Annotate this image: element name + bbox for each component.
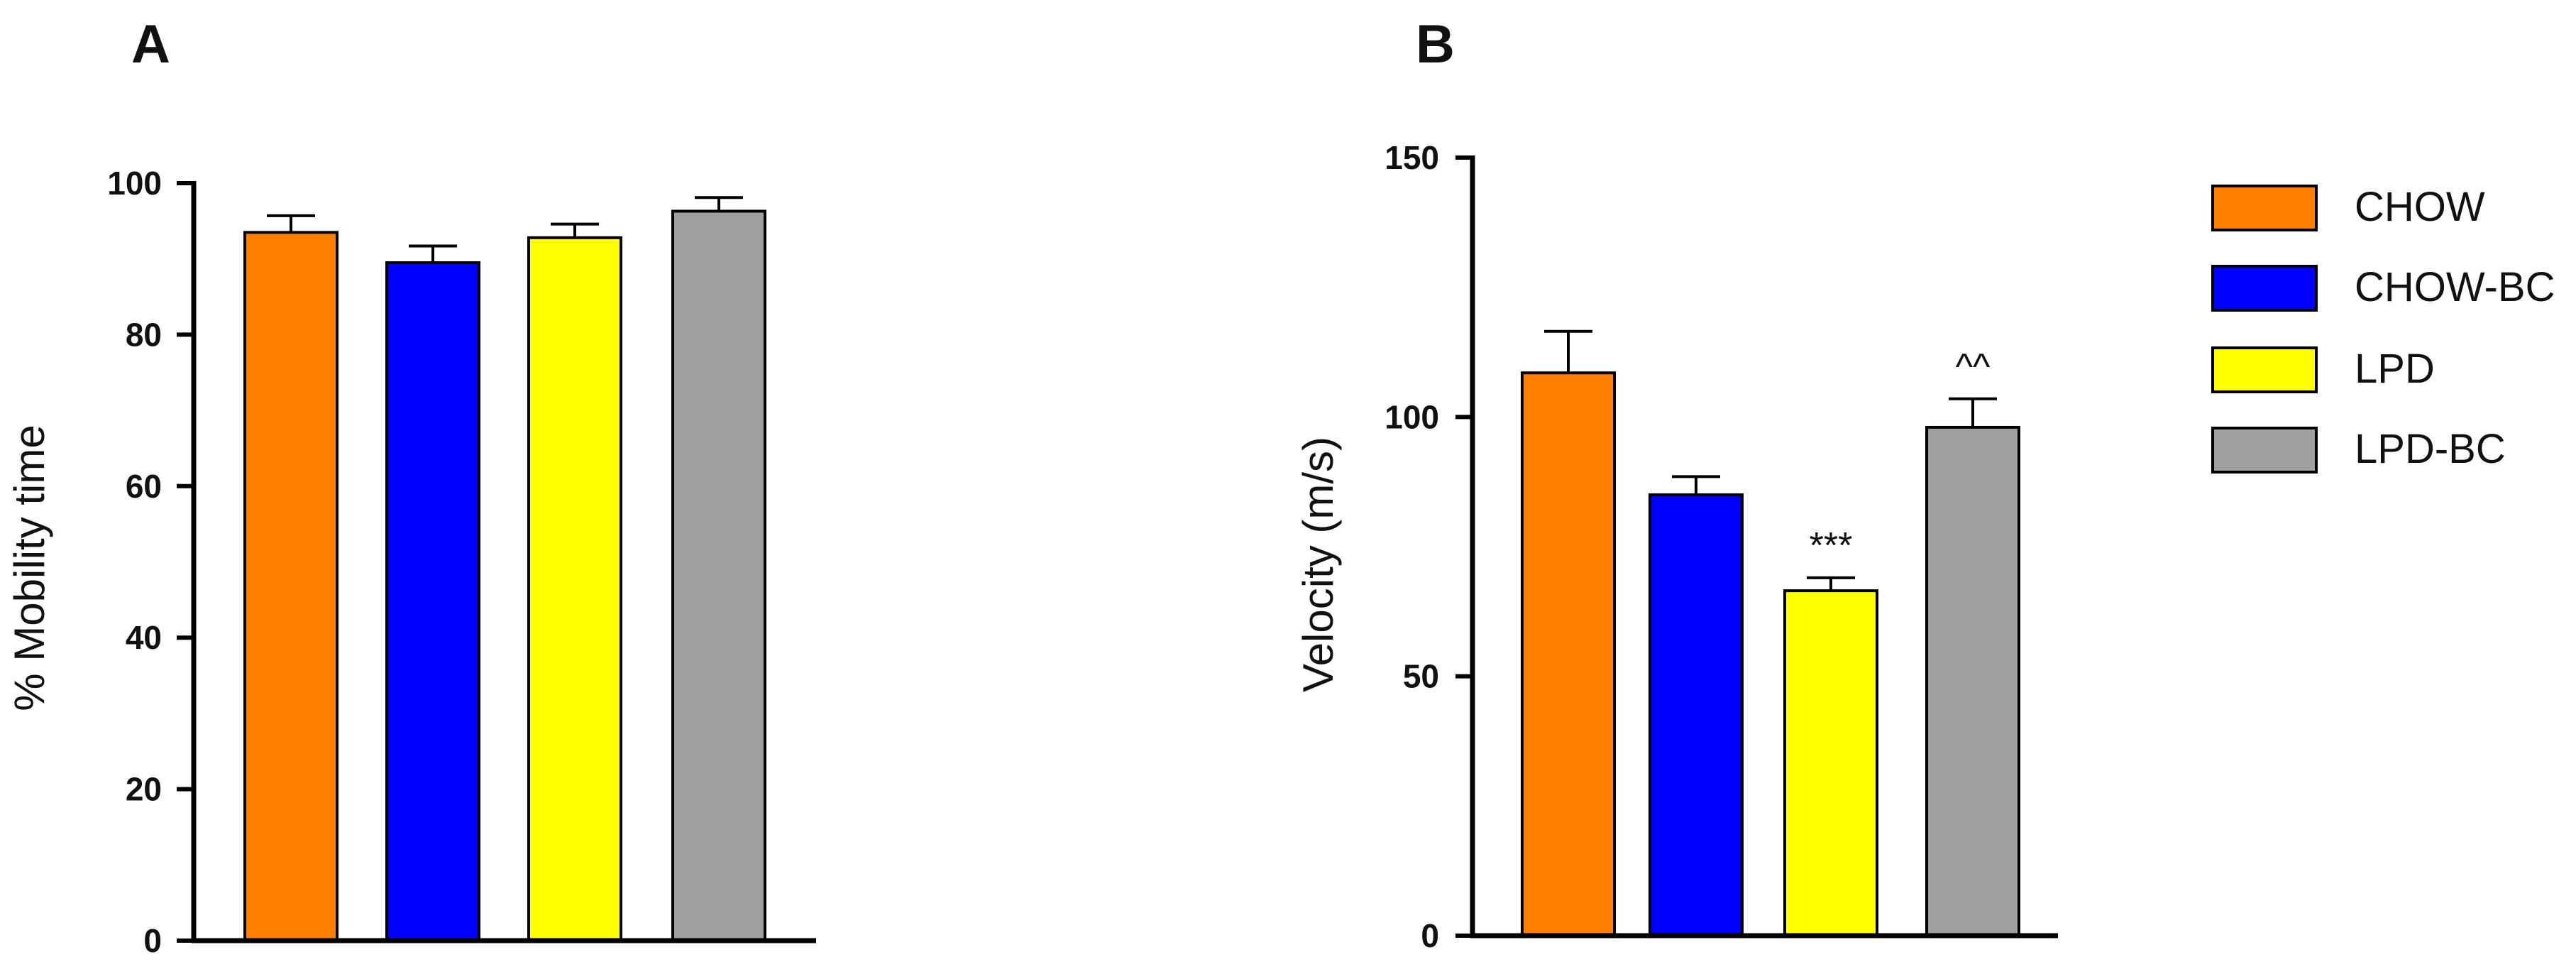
legend-swatch-lpd xyxy=(2211,346,2318,393)
panel-b-letter: B xyxy=(1416,14,1455,75)
panel-a-bar-chow xyxy=(243,231,338,943)
panel-a-y-tick-label: 100 xyxy=(107,165,162,202)
panel-b-bar-lpd-bc xyxy=(1925,425,2020,937)
panel-b: B Velocity (m/s) 0 50 100 150 *** ^^ xyxy=(1294,14,2058,954)
panel-a-y-tick-label: 0 xyxy=(143,922,162,959)
panel-a-bar-chow-bc xyxy=(385,261,480,943)
panel-a-bar-lpd xyxy=(527,236,622,943)
panel-b-bar-chow-bc xyxy=(1648,493,1744,937)
legend-item: CHOW-BC xyxy=(2211,264,2555,312)
legend-label-lpd-bc: LPD-BC xyxy=(2355,426,2506,472)
panel-b-y-tick-label: 150 xyxy=(1385,139,1439,176)
panel-a: A % Mobility time 0 20 40 60 80 100 xyxy=(6,14,816,959)
panel-a-y-tick-label: 20 xyxy=(126,771,162,808)
panel-a-y-tick-label: 60 xyxy=(126,468,162,505)
panel-b-y-tick-label: 0 xyxy=(1421,917,1439,954)
panel-a-y-axis-title: % Mobility time xyxy=(6,425,53,711)
panel-a-letter: A xyxy=(131,14,170,75)
panel-a-bar-lpd-bc xyxy=(671,209,766,942)
legend-item: LPD xyxy=(2211,346,2435,393)
panel-b-significance-lpd: *** xyxy=(1810,525,1853,567)
legend-label-chow-bc: CHOW-BC xyxy=(2355,264,2555,310)
legend-item: LPD-BC xyxy=(2211,426,2506,474)
panel-a-y-tick-label: 80 xyxy=(126,316,162,353)
panel-b-significance-lpd-bc: ^^ xyxy=(1956,346,1991,388)
legend-item: CHOW xyxy=(2211,184,2485,231)
panel-b-y-tick-label: 100 xyxy=(1385,398,1439,435)
panel-b-bar-chow xyxy=(1521,371,1616,937)
panel-a-y-tick-label: 40 xyxy=(126,619,162,656)
panel-b-y-axis-title: Velocity (m/s) xyxy=(1294,437,1342,692)
legend-label-chow: CHOW xyxy=(2355,184,2485,230)
panel-b-y-tick-label: 50 xyxy=(1403,658,1439,695)
legend-label-lpd: LPD xyxy=(2355,346,2435,392)
legend-swatch-lpd-bc xyxy=(2211,427,2318,474)
panel-b-bar-lpd xyxy=(1783,589,1878,938)
legend: CHOW CHOW-BC LPD LPD-BC xyxy=(2211,184,2555,474)
legend-swatch-chow-bc xyxy=(2211,265,2318,312)
legend-swatch-chow xyxy=(2211,185,2318,231)
